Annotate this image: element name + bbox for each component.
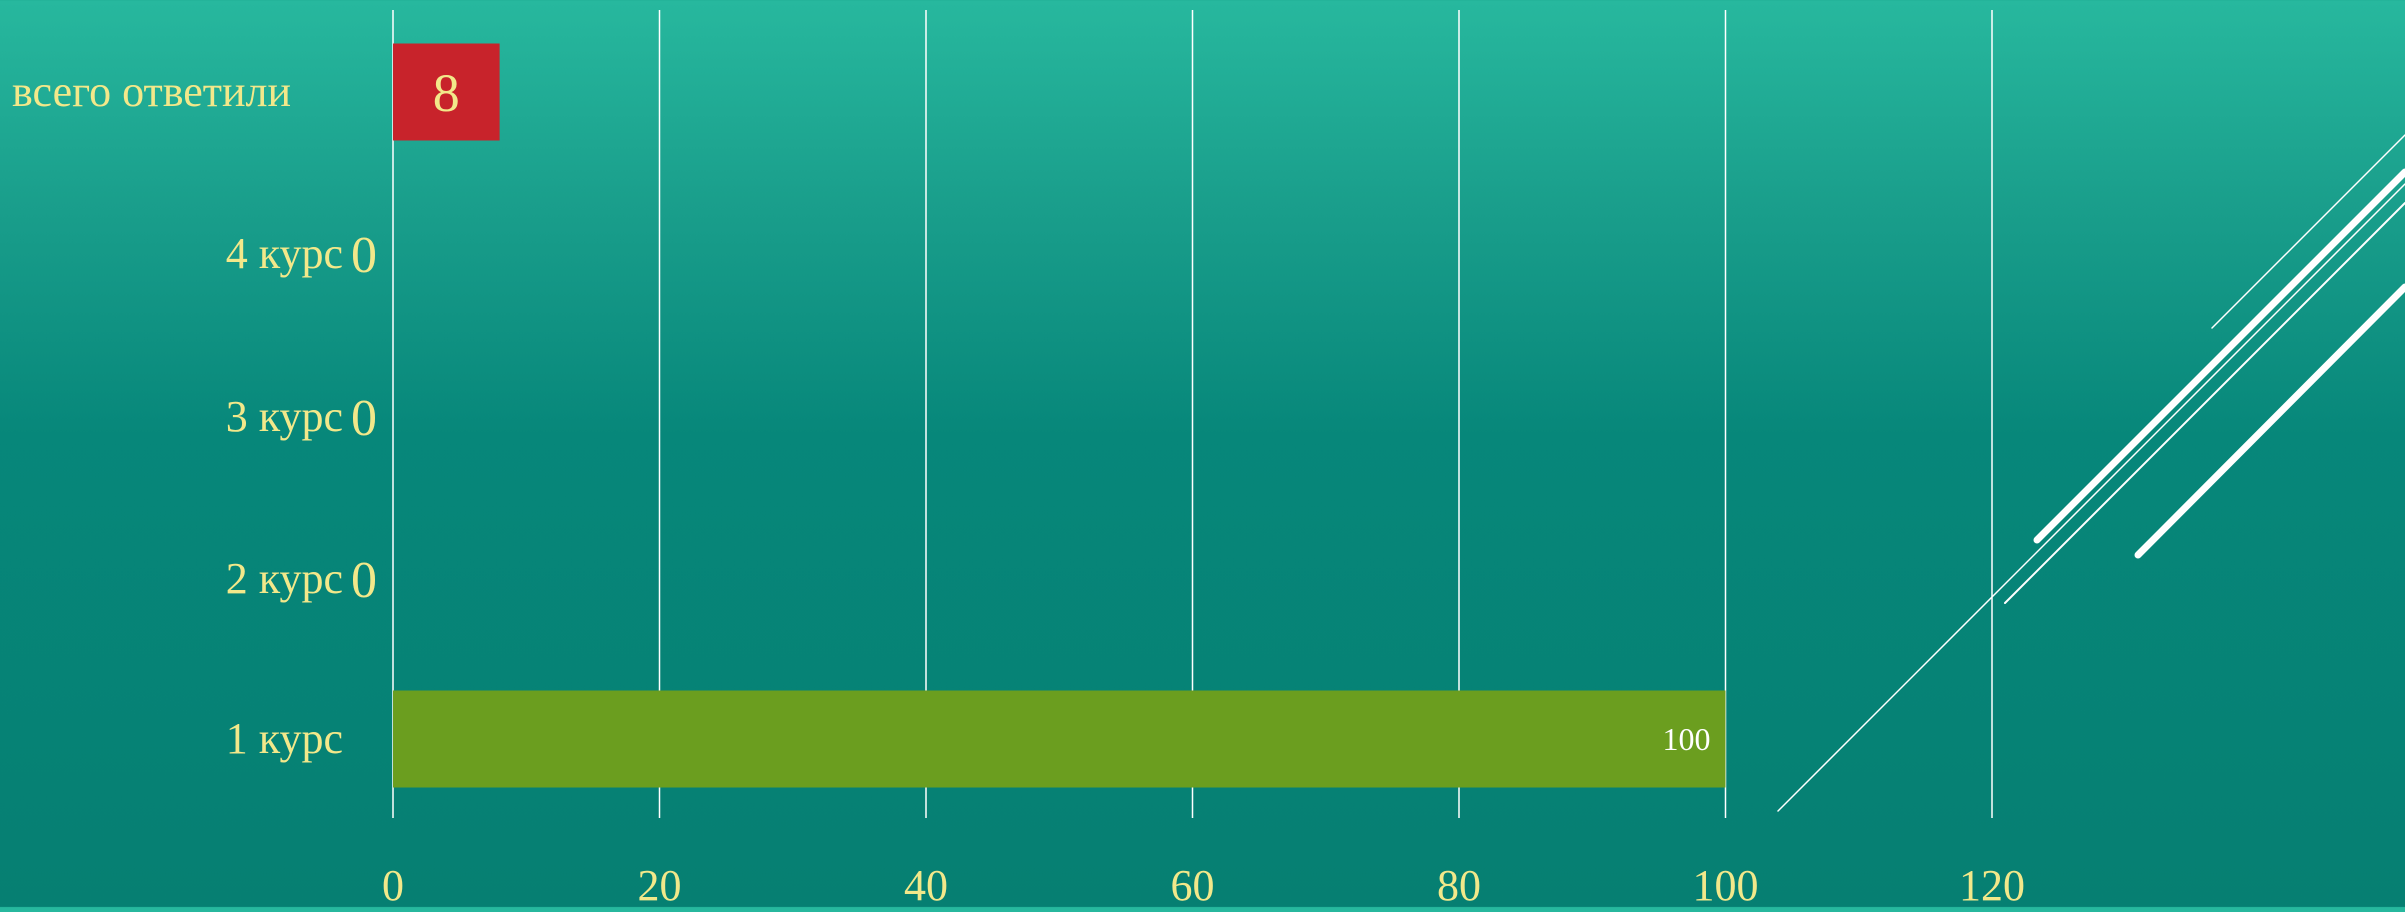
decorative-diagonal-lines [1777,134,2405,812]
category-label: 1 курс [226,714,343,763]
category-label: 2 курс [226,554,343,603]
value-label: 0 [351,552,377,609]
category-label: 3 курс [226,392,343,441]
x-tick-label: 80 [1437,861,1481,907]
category-label: 4 курс [226,229,343,278]
x-tick-label: 0 [382,861,404,907]
x-tick-label: 20 [638,861,682,907]
deco-line-3 [2134,283,2405,559]
value-label: 0 [351,390,377,447]
bar-0 [393,43,500,141]
deco-line-1 [2033,168,2405,544]
value-label: 0 [351,227,377,284]
deco-line-4 [1777,183,2405,812]
bars [393,43,1726,788]
x-tick-label: 40 [904,861,948,907]
x-tick-label: 120 [1959,861,2025,907]
category-labels: всего ответили 4 курс 3 курс 2 курс 1 курс [12,67,343,763]
x-tick-label: 60 [1171,861,1215,907]
value-label: 100 [1663,721,1711,757]
x-tick-labels: 0 20 40 60 80 100 120 [382,861,2025,910]
grid-lines [392,10,1993,818]
deco-line-2 [2004,202,2405,604]
x-tick-label: 100 [1693,861,1759,907]
value-labels: 8 0 0 0 100 [351,63,1711,757]
deco-line-0 [2211,134,2405,329]
category-label: всего ответили [12,67,291,116]
bar-4 [393,690,1726,788]
value-label: 8 [433,63,460,123]
